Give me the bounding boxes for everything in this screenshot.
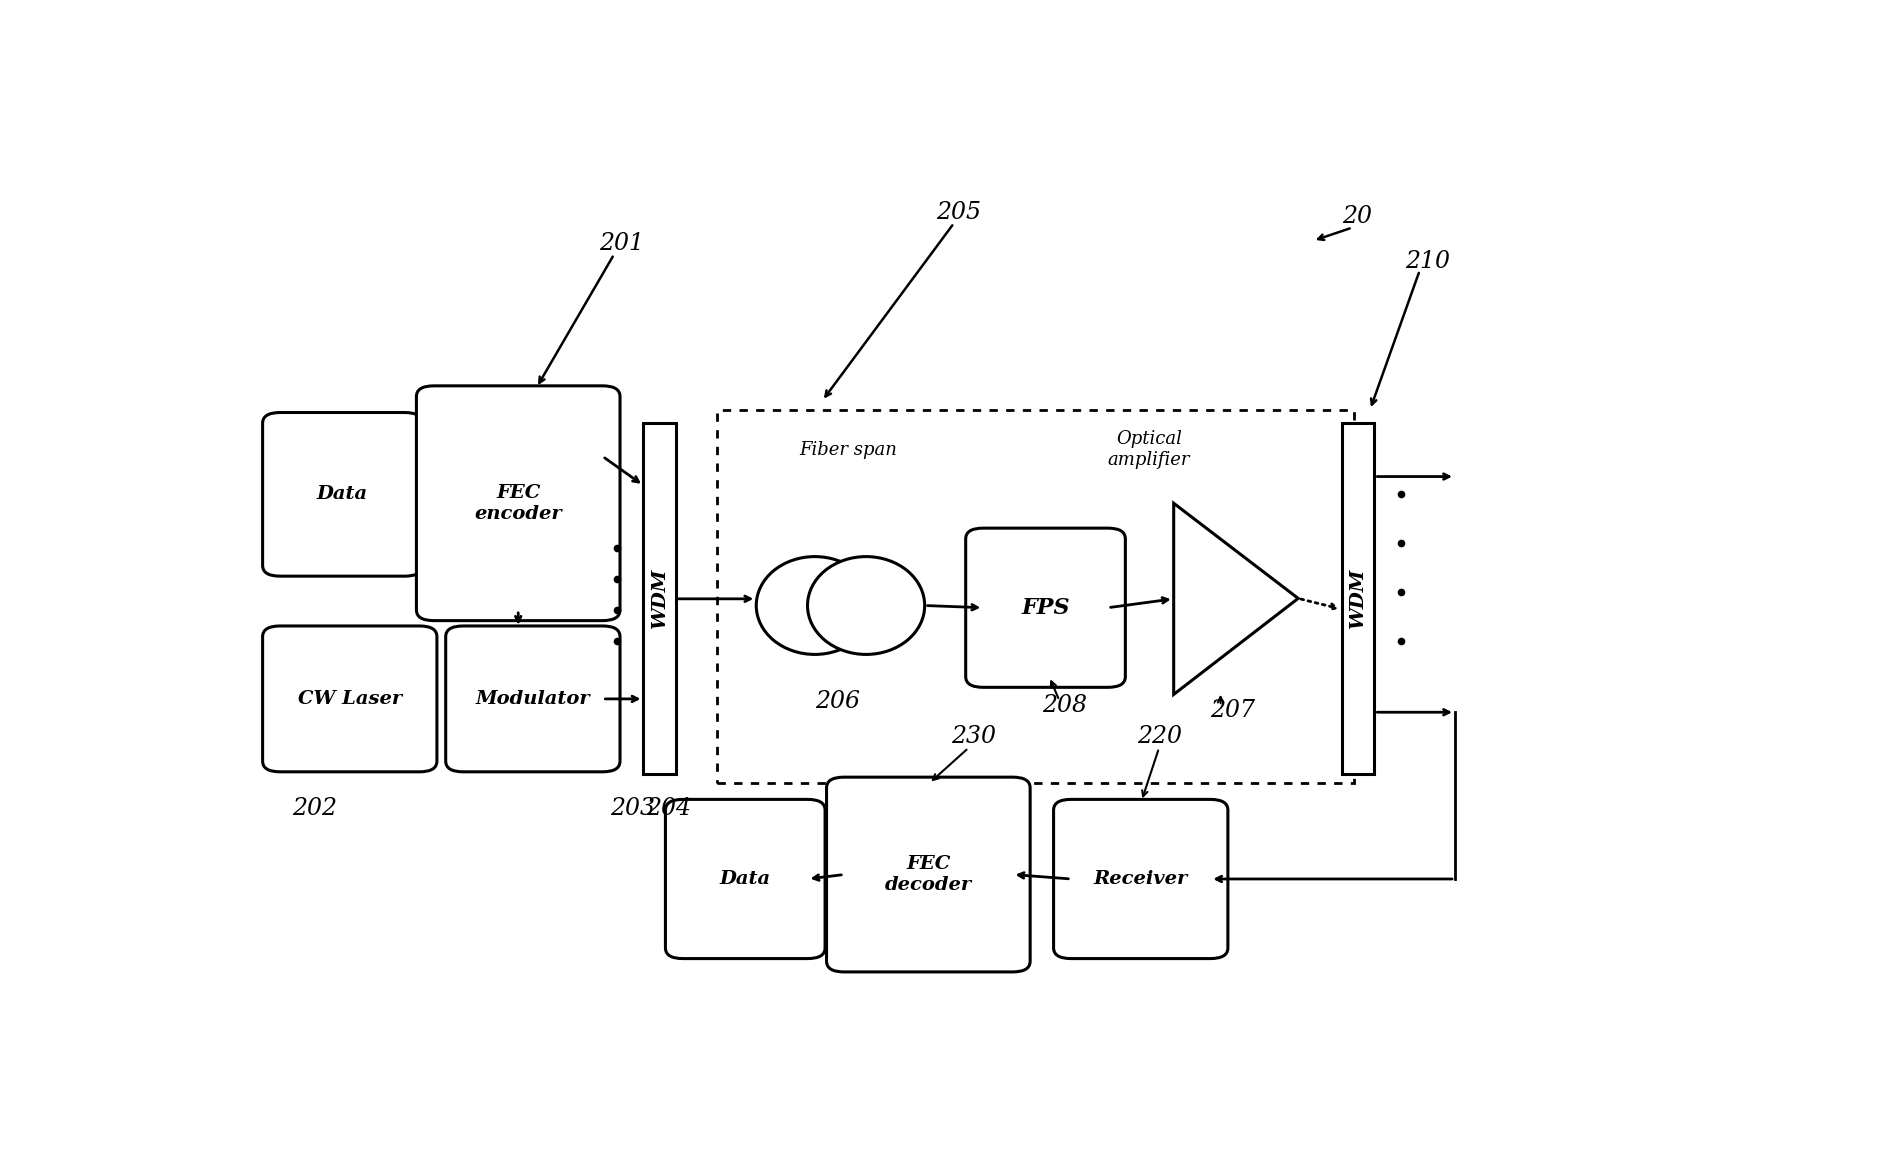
FancyBboxPatch shape [965, 528, 1124, 687]
Text: 208: 208 [1041, 694, 1086, 717]
Text: 207: 207 [1209, 699, 1254, 722]
Text: 230: 230 [950, 725, 996, 748]
Text: 202: 202 [291, 797, 336, 820]
Bar [716, 410, 1353, 783]
Text: WDM: WDM [650, 568, 669, 629]
FancyBboxPatch shape [416, 386, 620, 620]
Text: 20: 20 [1341, 206, 1371, 228]
Text: 210: 210 [1404, 249, 1449, 273]
Text: 206: 206 [814, 690, 859, 713]
FancyBboxPatch shape [825, 777, 1030, 971]
Text: 205: 205 [935, 201, 980, 224]
Text: 220: 220 [1137, 725, 1181, 748]
FancyBboxPatch shape [665, 799, 825, 959]
Text: CW Laser: CW Laser [298, 690, 402, 708]
Text: FPS: FPS [1020, 597, 1069, 619]
Ellipse shape [807, 557, 924, 655]
Text: FEC
decoder: FEC decoder [884, 855, 971, 894]
Polygon shape [1173, 504, 1298, 694]
Text: Fiber span: Fiber span [799, 441, 897, 459]
Text: FEC
encoder: FEC encoder [474, 484, 561, 522]
Text: 201: 201 [599, 232, 644, 255]
Text: Optical
amplifier: Optical amplifier [1107, 431, 1190, 469]
FancyBboxPatch shape [446, 626, 620, 772]
Bar [642, 423, 676, 775]
FancyBboxPatch shape [1052, 799, 1228, 959]
Text: Receiver: Receiver [1094, 870, 1186, 888]
FancyBboxPatch shape [263, 412, 421, 576]
Text: 204: 204 [646, 797, 691, 820]
Text: WDM: WDM [1349, 568, 1366, 629]
Bar [1341, 423, 1373, 775]
Text: Modulator: Modulator [476, 690, 589, 708]
FancyBboxPatch shape [263, 626, 436, 772]
Text: Data: Data [720, 870, 771, 888]
Text: 203: 203 [610, 797, 654, 820]
Ellipse shape [756, 557, 873, 655]
Text: Data: Data [317, 485, 368, 504]
